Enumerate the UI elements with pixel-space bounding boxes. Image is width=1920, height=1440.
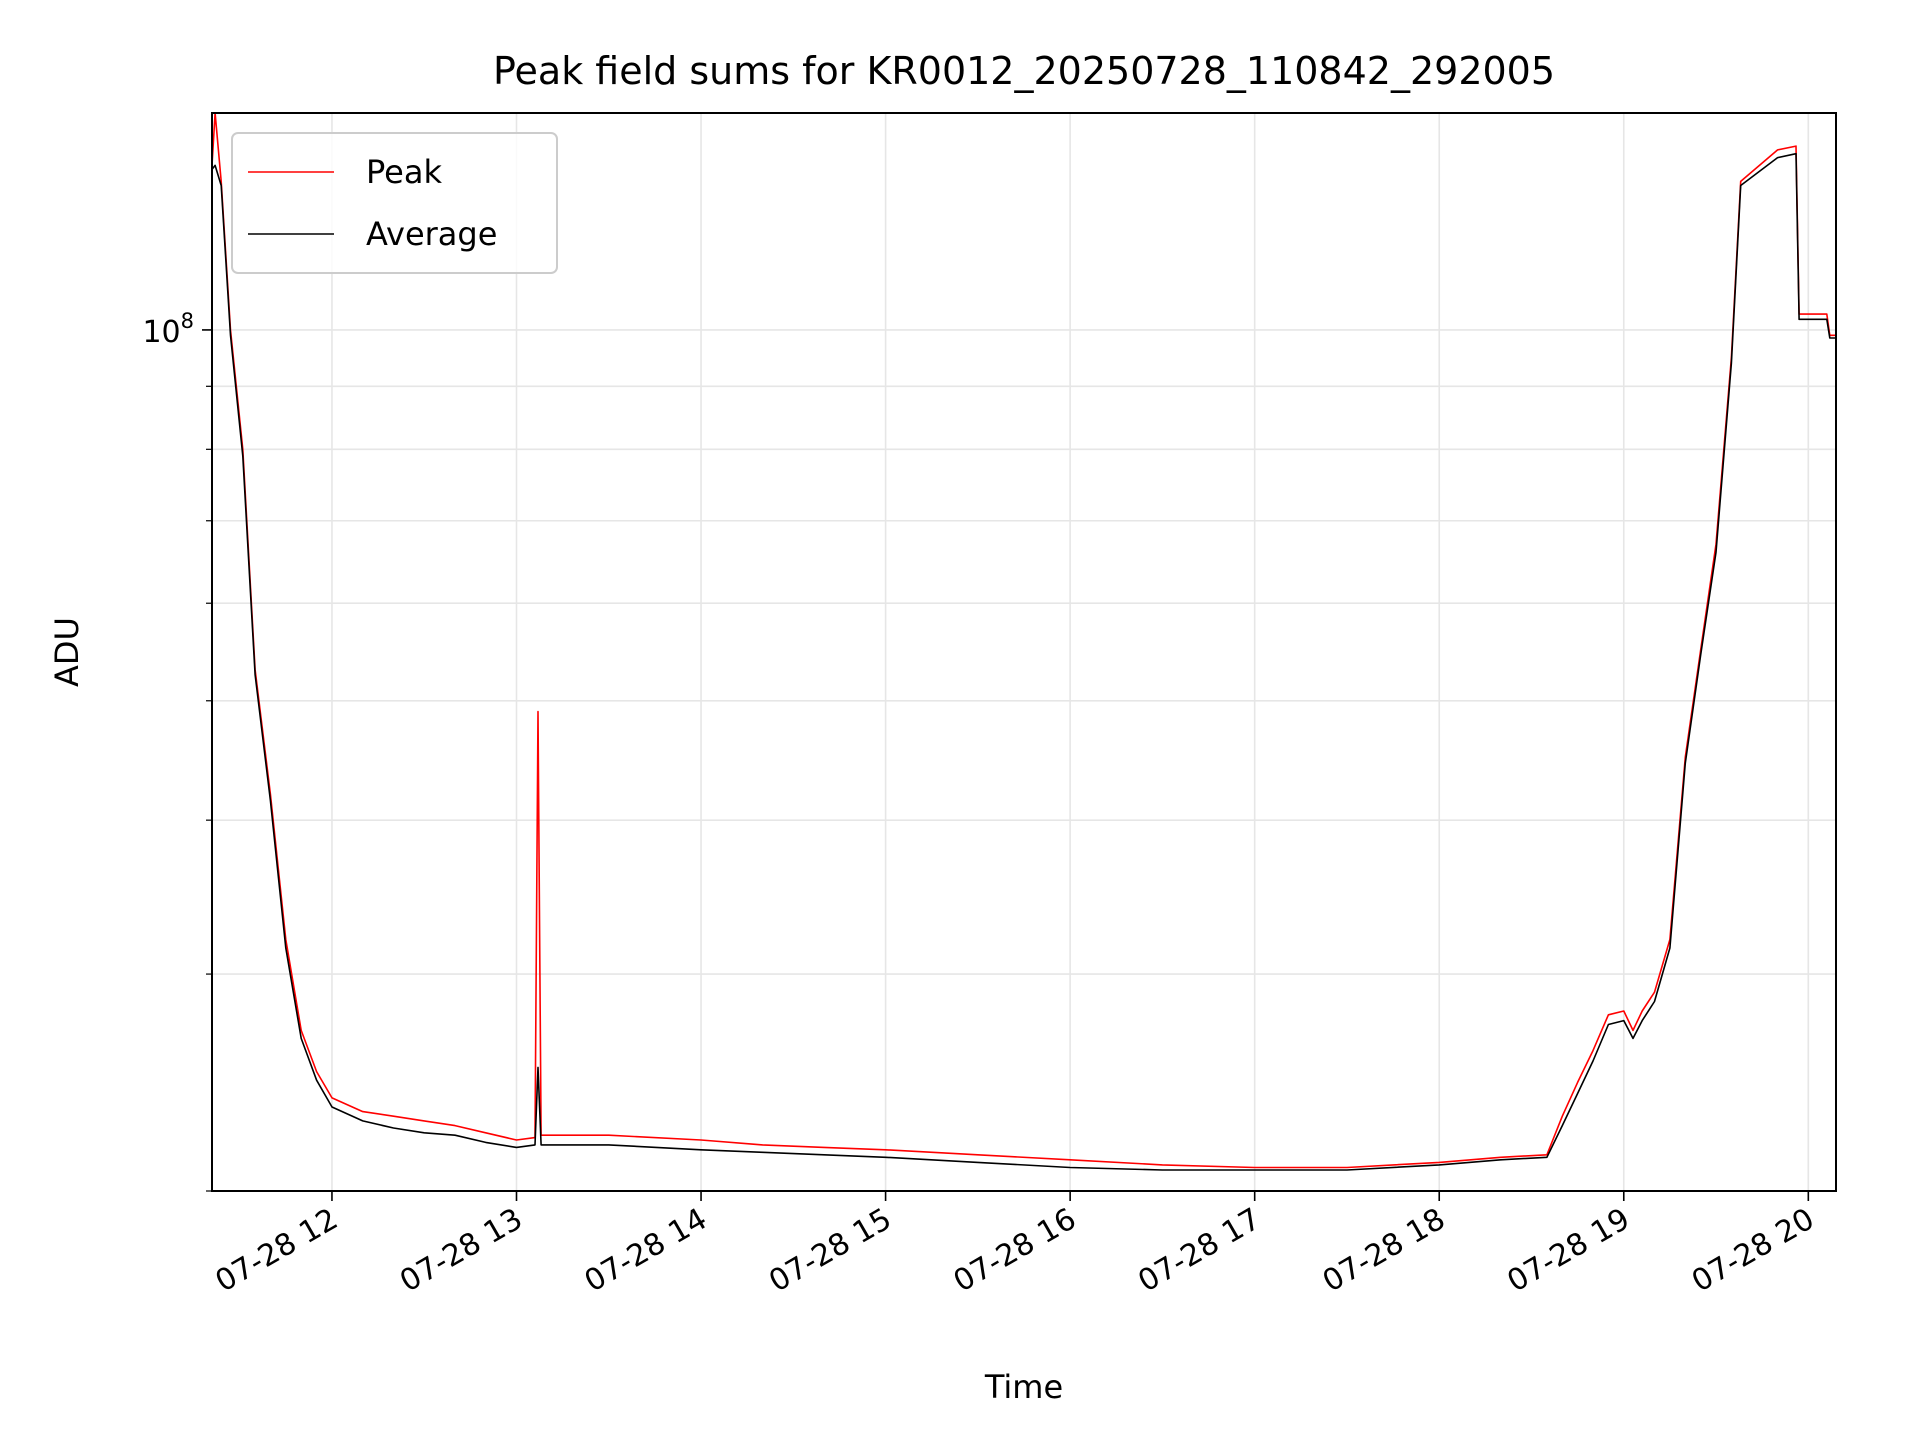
legend-label-peak: Peak xyxy=(366,153,442,191)
legend-box xyxy=(231,132,558,274)
x-axis-label: Time xyxy=(984,1368,1063,1406)
y-axis: 108 xyxy=(142,309,212,1192)
chart-title: Peak field sums for KR0012_20250728_1108… xyxy=(493,49,1555,93)
series-line-peak xyxy=(212,113,1836,1169)
series-line-average xyxy=(212,152,1836,1171)
legend: Peak Average xyxy=(231,132,558,274)
plot-frame xyxy=(211,112,1837,1192)
y-tick-label: 108 xyxy=(142,309,194,350)
series-layer xyxy=(212,113,1836,1171)
legend-label-average: Average xyxy=(366,215,497,253)
y-axis-label: ADU xyxy=(48,617,86,687)
